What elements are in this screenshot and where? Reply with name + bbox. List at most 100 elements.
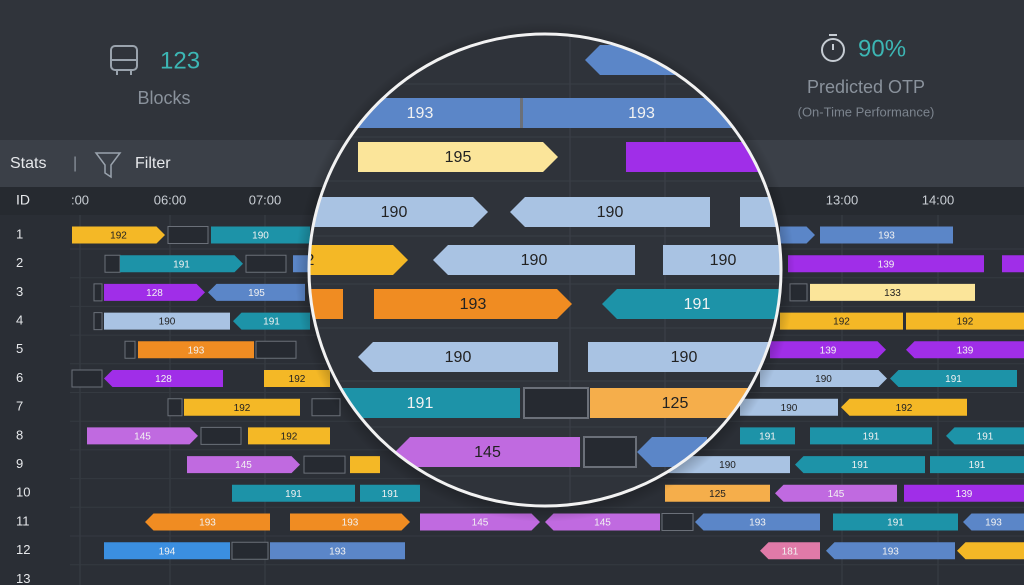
trip-block	[93, 312, 103, 331]
row-id: 6	[16, 370, 23, 385]
row-id: 12	[16, 542, 30, 557]
trip-label: 190	[781, 403, 798, 414]
zoom-block	[374, 289, 572, 319]
stat-value: 90%	[858, 35, 906, 62]
trip-block	[760, 370, 887, 387]
zoom-label: 193	[407, 105, 434, 122]
trip-block	[775, 484, 897, 502]
trip-block	[231, 541, 269, 560]
trip-block	[211, 226, 310, 244]
trip-block	[270, 542, 405, 560]
zoom-label: 190	[597, 204, 624, 221]
trip-label: 133	[884, 288, 901, 299]
zoom-block	[510, 197, 710, 227]
trip-label: 195	[248, 288, 265, 299]
trip-block	[665, 484, 770, 502]
zoom-block	[433, 245, 635, 275]
trip-block	[104, 312, 230, 330]
trip-block	[255, 340, 297, 359]
trip-block	[946, 427, 1024, 445]
trip-block	[740, 427, 795, 445]
trip-label: 128	[146, 288, 163, 299]
row-id: 8	[16, 427, 23, 442]
stat-value: 123	[160, 47, 200, 74]
zoom-label: 190	[710, 252, 737, 269]
trip-label: 191	[887, 518, 904, 529]
zoom-block	[358, 142, 558, 172]
zoom-label: 191	[684, 296, 711, 313]
trip-block	[890, 370, 1017, 387]
trip-label: 191	[759, 432, 776, 443]
trip-block	[93, 283, 103, 302]
trip-block	[208, 283, 305, 301]
row-id: 4	[16, 313, 23, 328]
row-id: 3	[16, 284, 23, 299]
trip-label: 193	[985, 518, 1002, 529]
zoom-label: 191	[407, 395, 434, 412]
trip-block	[232, 484, 355, 502]
row-id: 7	[16, 399, 23, 414]
zoom-label: 2	[306, 252, 315, 269]
trip-block	[957, 542, 1024, 560]
zoom-block	[309, 245, 408, 275]
trip-label: 139	[878, 259, 895, 270]
hour-label: 07:00	[249, 192, 282, 207]
trip-block	[695, 513, 820, 531]
trip-label: 191	[285, 489, 302, 500]
magnifier: 193 193 195 190 190 2 190 190 193 191 190 190 191 125…	[306, 34, 781, 506]
trip-label: 139	[820, 345, 837, 356]
trip-block	[904, 484, 1024, 502]
trip-block	[104, 283, 205, 301]
trip-label: 190	[252, 231, 269, 242]
trip-label: 190	[159, 317, 176, 328]
trip-block	[740, 398, 838, 416]
trip-block	[833, 513, 958, 531]
trip-block	[248, 427, 330, 445]
trip-block	[104, 254, 121, 273]
trip-label: 194	[159, 546, 176, 557]
timer-icon	[821, 34, 845, 62]
stat-sublabel: (On-Time Performance)	[798, 104, 935, 119]
zoom-block	[523, 387, 589, 419]
zoom-label: 145	[474, 444, 501, 461]
trip-label: 191	[977, 432, 994, 443]
trip-label: 190	[815, 374, 832, 385]
trip-block	[120, 255, 243, 273]
trip-label: 193	[882, 546, 899, 557]
filter-icon[interactable]	[94, 152, 122, 179]
trip-label: 193	[749, 518, 766, 529]
zoom-block	[395, 437, 580, 467]
trip-block	[71, 369, 103, 388]
trip-block	[760, 542, 820, 560]
trip-label: 192	[289, 374, 306, 385]
row-id: 9	[16, 456, 23, 471]
trip-label: 145	[828, 489, 845, 500]
zoom-block	[602, 289, 781, 319]
trip-block	[167, 398, 183, 417]
trip-label: 193	[199, 518, 216, 529]
trip-block	[841, 398, 967, 416]
trip-block	[360, 484, 420, 502]
trip-label: 181	[782, 546, 799, 557]
trip-label: 192	[234, 403, 251, 414]
trip-block	[780, 312, 903, 330]
trip-label: 193	[329, 546, 346, 557]
trip-label: 125	[709, 489, 726, 500]
trip-label: 193	[188, 345, 205, 356]
trip-label: 145	[235, 460, 252, 471]
trip-block	[104, 542, 230, 560]
hour-label: 13:00	[826, 192, 859, 207]
trip-block	[303, 455, 346, 474]
hour-label: :00	[71, 192, 89, 207]
trip-block	[184, 398, 300, 416]
row-id: 1	[16, 226, 23, 241]
trip-block	[906, 312, 1024, 330]
filter-button[interactable]: Filter	[135, 155, 171, 172]
stats-button[interactable]: Stats	[10, 155, 46, 172]
lens-rim	[307, 32, 783, 508]
trip-label: 193	[342, 518, 359, 529]
hour-label: 06:00	[154, 192, 187, 207]
trip-block	[187, 456, 300, 474]
row-id: 13	[16, 571, 30, 585]
